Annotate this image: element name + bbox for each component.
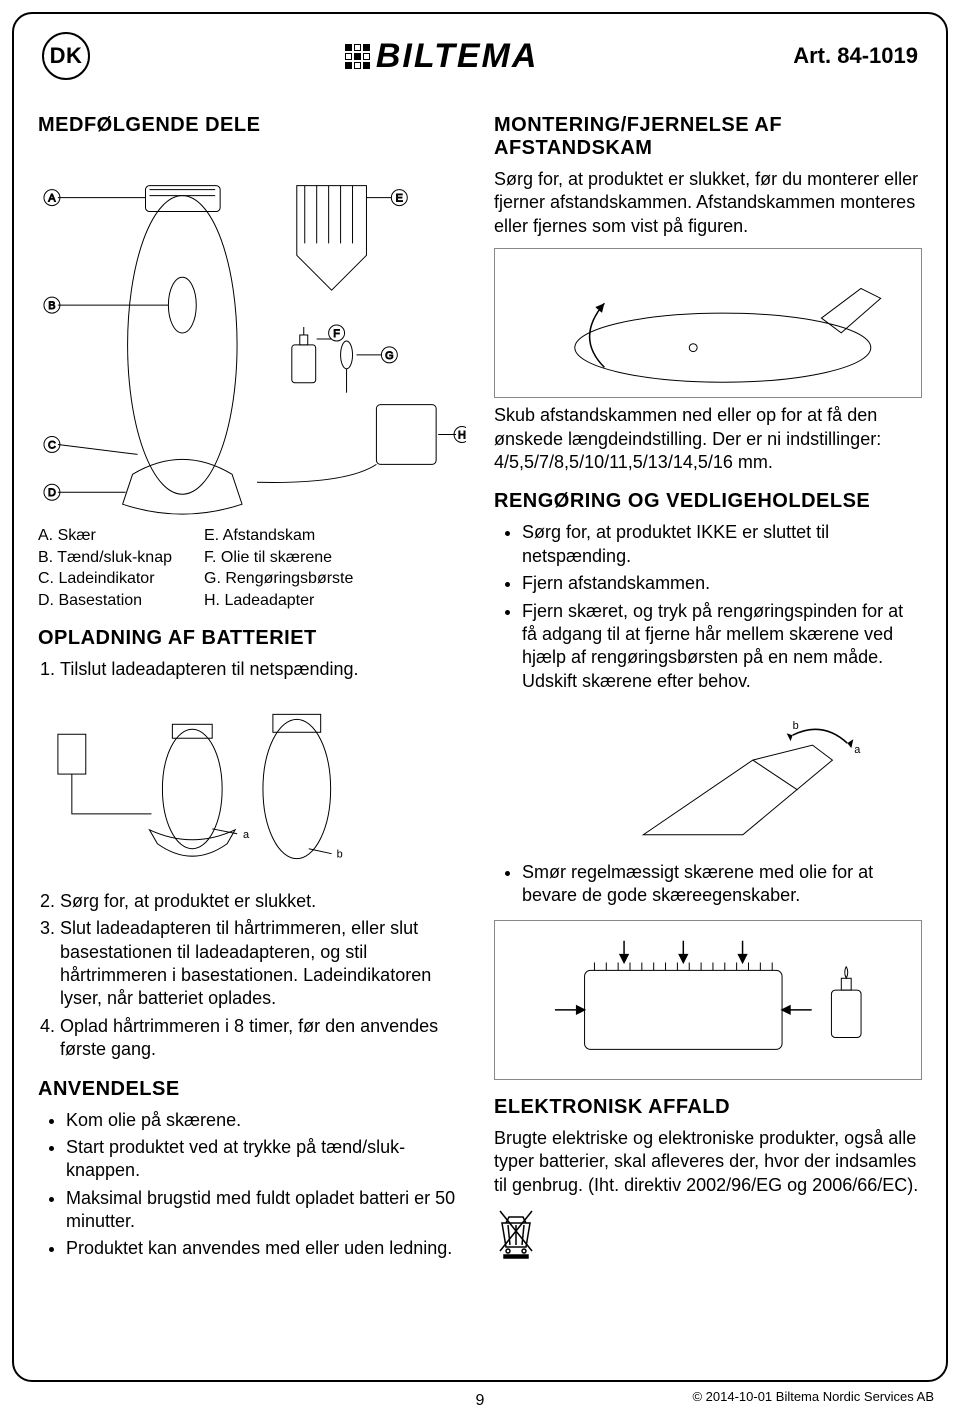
- svg-text:D: D: [48, 487, 56, 499]
- use-bullet-3: Maksimal brugstid med fuldt opladet batt…: [66, 1187, 466, 1234]
- brand-logo: BILTEMA: [345, 37, 539, 76]
- charging-step-1: Tilslut ladeadapteren til netspænding.: [60, 658, 466, 681]
- charging-heading: OPLADNING AF BATTERIET: [38, 627, 466, 650]
- use-heading: ANVENDELSE: [38, 1078, 466, 1101]
- clean-bullet-1: Sørg for, at produktet IKKE er sluttet t…: [522, 521, 922, 568]
- clean-bullet-2: Fjern afstandskammen.: [522, 572, 922, 595]
- charging-step-3: Slut ladeadapteren til hårtrimmeren, ell…: [60, 917, 466, 1011]
- legend-g: G. Rengøringsbørste: [204, 568, 353, 590]
- waste-heading: ELEKTRONISK AFFALD: [494, 1096, 922, 1119]
- legend-f: F. Olie til skærene: [204, 547, 353, 569]
- copyright: © 2014-10-01 Biltema Nordic Services AB: [692, 1389, 934, 1404]
- legend-a: A. Skær: [38, 525, 172, 547]
- country-code: DK: [50, 43, 83, 69]
- legend-e: E. Afstandskam: [204, 525, 353, 547]
- clean-figure: b a: [494, 705, 922, 855]
- country-badge: DK: [42, 32, 90, 80]
- svg-text:B: B: [48, 300, 55, 312]
- svg-text:a: a: [243, 829, 250, 841]
- mount-figure: [494, 248, 922, 398]
- charging-figure: a b: [38, 694, 466, 884]
- use-bullet-2: Start produktet ved at trykke på tænd/sl…: [66, 1136, 466, 1183]
- parts-heading: MEDFØLGENDE DELE: [38, 114, 466, 137]
- use-bullet-1: Kom olie på skærene.: [66, 1109, 466, 1132]
- oil-figure: [494, 920, 922, 1080]
- use-bullet-4: Produktet kan anvendes med eller uden le…: [66, 1237, 466, 1260]
- legend-b: B. Tænd/sluk-knap: [38, 547, 172, 569]
- legend-c: C. Ladeindikator: [38, 568, 172, 590]
- mount-heading: MONTERING/FJERNELSE AF AFSTANDSKAM: [494, 114, 922, 160]
- svg-text:b: b: [793, 720, 799, 732]
- brand-text: BILTEMA: [376, 37, 539, 76]
- weee-icon: [494, 1207, 538, 1259]
- svg-text:b: b: [337, 848, 343, 860]
- oil-bullet: Smør regelmæssigt skærene med olie for a…: [522, 861, 922, 908]
- clean-heading: RENGØRING OG VEDLIGEHOLDELSE: [494, 490, 922, 513]
- mount-para-2: Skub afstandskammen ned eller op for at …: [494, 404, 922, 474]
- mount-para-1: Sørg for, at produktet er slukket, før d…: [494, 168, 922, 238]
- charging-step-4: Oplad hårtrimmeren i 8 timer, før den an…: [60, 1015, 466, 1062]
- svg-text:G: G: [385, 350, 394, 362]
- waste-para: Brugte elektriske og elektroniske produk…: [494, 1127, 922, 1197]
- logo-pattern-icon: [345, 44, 370, 69]
- clean-bullet-3: Fjern skæret, og tryk på rengøringspinde…: [522, 600, 922, 694]
- charging-step-2: Sørg for, at produktet er slukket.: [60, 890, 466, 913]
- parts-figure: A B C D E F G H: [38, 145, 466, 515]
- svg-text:F: F: [333, 328, 340, 340]
- legend-d: D. Basestation: [38, 590, 172, 612]
- svg-text:C: C: [48, 439, 56, 451]
- svg-text:A: A: [48, 193, 56, 205]
- article-number: Art. 84-1019: [793, 43, 918, 69]
- legend-h: H. Ladeadapter: [204, 590, 353, 612]
- svg-text:a: a: [854, 744, 861, 756]
- svg-text:E: E: [396, 193, 403, 205]
- svg-text:H: H: [458, 429, 466, 441]
- parts-legend: A. Skær B. Tænd/sluk-knap C. Ladeindikat…: [38, 525, 466, 611]
